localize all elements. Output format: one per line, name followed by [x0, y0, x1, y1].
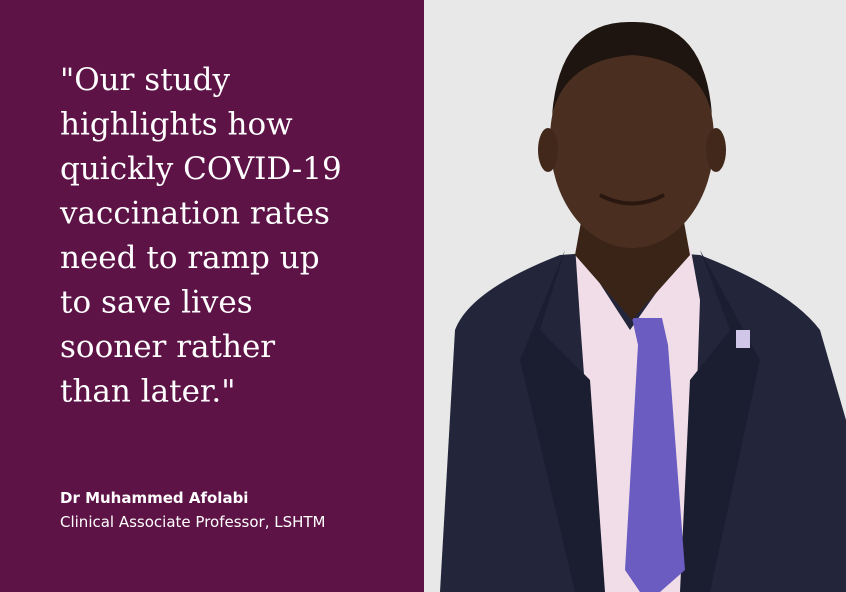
attribution-role: Clinical Associate Professor, LSHTM: [60, 513, 326, 531]
quote-line: need to ramp up: [60, 240, 320, 276]
quote-line: to save lives: [60, 285, 253, 321]
quote-line: "Our study: [60, 62, 230, 98]
head: [550, 32, 714, 248]
quote-line: vaccination rates: [59, 196, 330, 232]
quote-line: sooner rather: [60, 329, 275, 365]
attribution-name: Dr Muhammed Afolabi: [60, 489, 248, 507]
mouth: [599, 193, 665, 206]
lapel-pin: [736, 330, 750, 348]
lapel-left: [520, 250, 605, 592]
tie: [625, 318, 685, 592]
portrait: [424, 0, 846, 592]
quote-panel: [0, 0, 424, 592]
quote: "Our study highlights how quickly COVID-19…: [59, 62, 342, 410]
quote-line: highlights how: [60, 107, 293, 143]
quote-line: quickly COVID-19: [60, 151, 342, 187]
ear-left: [538, 128, 558, 172]
quote-line: than later.": [60, 374, 235, 410]
hair: [552, 21, 712, 115]
ear-right: [706, 128, 726, 172]
